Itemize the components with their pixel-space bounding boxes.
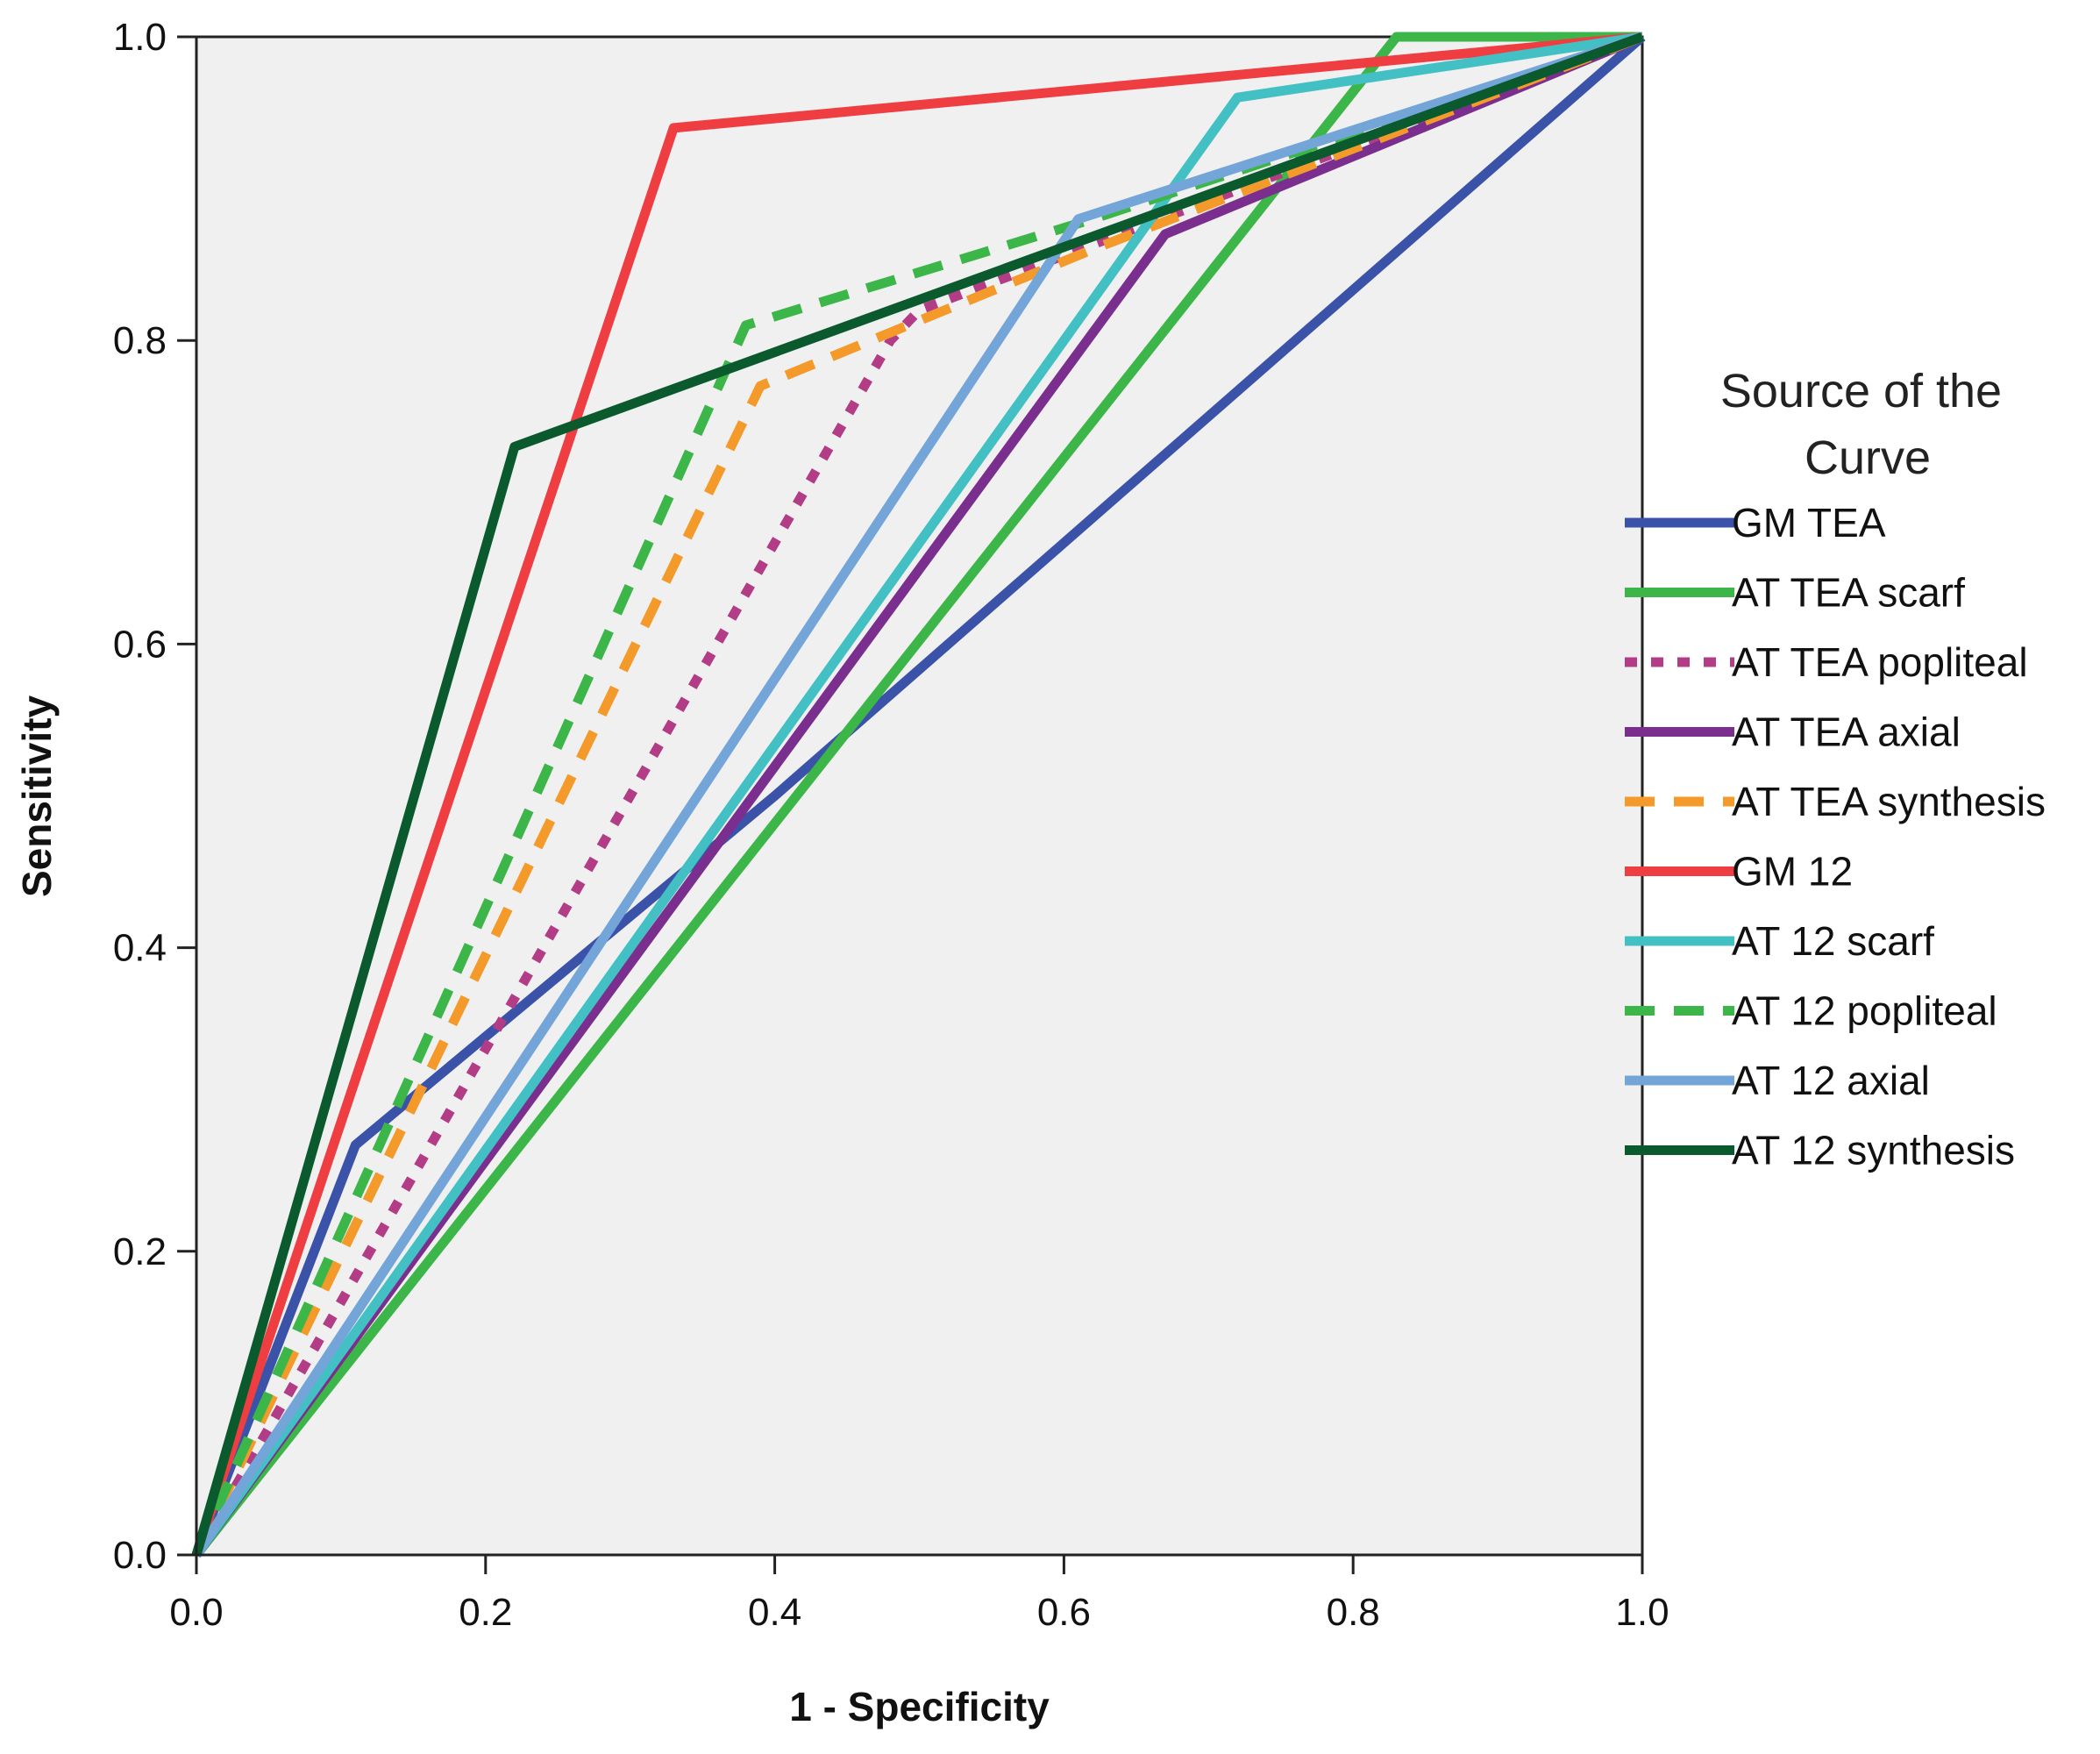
legend-entry-8: AT 12 popliteal	[1625, 988, 1997, 1034]
legend-label: AT TEA synthesis	[1732, 779, 2046, 824]
series-line-6	[191, 32, 1643, 1557]
series-line-2	[192, 32, 1642, 1558]
y-tick-label-2: 0.4	[113, 927, 167, 970]
legend-label: GM 12	[1732, 849, 1853, 895]
x-tick-label-1: 0.2	[459, 1591, 512, 1634]
series-layer	[191, 32, 1646, 1558]
legend-label: AT 12 axial	[1732, 1058, 1930, 1103]
series-line-9	[192, 32, 1644, 1558]
legend-label: AT TEA popliteal	[1732, 639, 2028, 685]
x-tick-label-2: 0.4	[748, 1591, 801, 1634]
axes-layer: 0.0 0.2 0.4 0.6 0.8 1.0 0.0 0.2 0.4 0.6 0.8 1.0	[113, 16, 1669, 1634]
legend: GM TEA AT TEA scarf AT TEA popliteal AT TEA…	[1625, 500, 2046, 1173]
x-tick-label-3: 0.6	[1037, 1591, 1091, 1634]
legend-entry-9: AT 12 axial	[1625, 1058, 1930, 1103]
series-line-1	[191, 32, 1646, 1557]
legend-label: AT TEA axial	[1732, 709, 1961, 755]
legend-title-line-2: Curve	[1805, 431, 1931, 484]
series-line-8	[191, 32, 1644, 1558]
legend-entry-2: AT TEA scarf	[1625, 570, 1965, 616]
legend-entry-4: AT TEA axial	[1625, 709, 1961, 755]
legend-entry-5: AT TEA synthesis	[1625, 779, 2046, 824]
x-tick-label-0: 0.0	[169, 1591, 223, 1634]
y-tick-label-0: 0.0	[113, 1534, 167, 1577]
legend-title: Source of the Curve	[1720, 365, 2015, 484]
series-line-5	[192, 32, 1644, 1558]
y-tick-label-3: 0.6	[113, 623, 167, 666]
y-tick-label-1: 0.2	[113, 1230, 167, 1273]
y-tick-label-5: 1.0	[113, 16, 167, 59]
x-tick-label-5: 1.0	[1615, 1591, 1669, 1634]
legend-label: AT 12 scarf	[1732, 918, 1934, 964]
y-axis-title: Sensitivity	[14, 695, 60, 898]
legend-entry-6: GM 12	[1625, 849, 1853, 895]
series-line-10	[191, 32, 1644, 1557]
legend-entry-7: AT 12 scarf	[1625, 918, 1934, 964]
x-tick-label-4: 0.8	[1327, 1591, 1380, 1634]
legend-entry-1: GM TEA	[1625, 500, 1886, 545]
plot-background	[195, 35, 1644, 1557]
legend-label: AT TEA scarf	[1732, 570, 1965, 616]
legend-label: AT 12 popliteal	[1732, 988, 1997, 1034]
legend-label: AT 12 synthesis	[1732, 1128, 2015, 1173]
series-line-3	[192, 32, 1644, 1558]
x-axis-title: 1 - Specificity	[789, 1684, 1050, 1729]
series-line-7	[192, 32, 1643, 1558]
legend-entry-10: AT 12 synthesis	[1625, 1128, 2015, 1173]
legend-entry-3: AT TEA popliteal	[1625, 639, 2028, 685]
y-tick-label-4: 0.8	[113, 319, 167, 362]
legend-label: GM TEA	[1732, 500, 1886, 545]
legend-title-line-1: Source of the	[1720, 365, 2002, 417]
